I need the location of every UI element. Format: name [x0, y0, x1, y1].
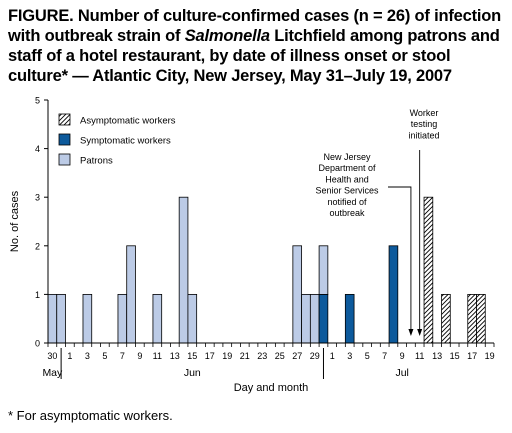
x-tick-label: 5 — [365, 351, 370, 361]
annotation-nj-department: New Jersey Department of Health and Senior … — [315, 152, 379, 218]
month-label: Jun — [184, 367, 201, 379]
y-tick-label: 5 — [35, 96, 40, 106]
title-italic-text: Salmonella — [184, 27, 270, 45]
bar-patrons — [126, 245, 136, 344]
annotation-nj-department-line: Senior Services — [315, 186, 379, 196]
x-tick-label: 11 — [153, 351, 162, 361]
bar-patrons — [187, 293, 198, 344]
y-axis-label: No. of cases — [9, 190, 21, 252]
month-label: Jul — [395, 367, 408, 379]
annotation-nj-department-line: Department of — [318, 163, 376, 173]
x-tick-label: 15 — [187, 351, 197, 361]
chart-title: FIGURE. Number of culture-confirmed case… — [8, 6, 508, 86]
bar-patrons — [47, 293, 58, 344]
legend-label: Patrons — [80, 156, 113, 167]
annotation-nj-pointer — [388, 186, 412, 333]
x-tick-label: 1 — [67, 351, 72, 361]
x-tick-label: 5 — [102, 351, 107, 361]
x-axis-label: Day and month — [234, 382, 309, 394]
annotation-worker-testing: Worker testing initiated — [408, 108, 439, 140]
x-tick-label: 23 — [257, 351, 267, 361]
y-tick-label: 4 — [35, 144, 40, 154]
bar-patrons — [178, 196, 189, 344]
bar-asymptomatic-workers — [423, 196, 434, 344]
y-tick-label: 0 — [35, 339, 40, 349]
x-tick-label: 3 — [347, 351, 352, 361]
bar-patrons — [309, 293, 320, 344]
bar-symptomatic-workers — [388, 245, 399, 344]
bar-symptomatic-workers — [318, 293, 329, 344]
title-text: FIGURE. Number of culture-confirmed case… — [8, 7, 502, 45]
x-tick-label: 11 — [415, 351, 424, 361]
x-tick-label: 9 — [400, 351, 405, 361]
bar-patrons — [301, 293, 311, 344]
x-tick-label: 9 — [137, 351, 142, 361]
y-tick-label: 2 — [35, 241, 40, 251]
annotation-nj-arrowhead — [408, 329, 414, 336]
bar-asymptomatic-workers — [441, 293, 451, 344]
bar-patrons — [292, 245, 303, 344]
y-tick-label: 3 — [35, 193, 40, 203]
annotation-nj-department-line: New Jersey — [323, 152, 371, 162]
bar-asymptomatic-workers — [476, 293, 486, 344]
x-tick-label: 25 — [275, 351, 285, 361]
x-tick-label: 13 — [432, 351, 442, 361]
x-tick-label: 7 — [120, 351, 125, 361]
annotation-nj-department-line: outbreak — [329, 208, 365, 218]
x-tick-label: 29 — [310, 351, 320, 361]
bar-patrons — [318, 245, 329, 295]
footnote: * For asymptomatic workers. — [8, 408, 173, 423]
x-tick-label: 19 — [222, 351, 232, 361]
title-text: Litchfield among patrons and staff of a … — [8, 27, 500, 85]
annotation-worker-testing-line: testing — [411, 119, 438, 129]
x-tick-label: 13 — [170, 351, 180, 361]
legend-label: Asymptomatic workers — [80, 116, 176, 127]
legend-swatch — [58, 153, 71, 166]
x-tick-label: 1 — [330, 351, 335, 361]
x-tick-label: 15 — [450, 351, 460, 361]
annotation-nj-department-line: notified of — [327, 197, 367, 207]
x-tick-label: 17 — [467, 351, 477, 361]
legend-label: Symptomatic workers — [80, 136, 171, 147]
bar-patrons — [82, 293, 93, 344]
x-tick-label: 19 — [485, 351, 495, 361]
x-tick-label: 3 — [85, 351, 90, 361]
annotation-worker-testing-line: Worker — [410, 108, 439, 118]
bar-patrons — [56, 293, 66, 344]
bar-symptomatic-workers — [344, 293, 355, 344]
bar-patrons — [152, 293, 163, 344]
x-tick-label: 27 — [292, 351, 302, 361]
x-tick-label: 7 — [382, 351, 387, 361]
bar-asymptomatic-workers — [467, 293, 477, 344]
x-tick-label: 30 — [47, 351, 57, 361]
bar-patrons — [117, 293, 128, 344]
x-tick-label: 21 — [240, 351, 250, 361]
x-tick-label: 17 — [205, 351, 215, 361]
legend-swatch — [58, 133, 71, 146]
annotation-nj-department-line: Health and — [325, 174, 369, 184]
annotation-worker-testing-line: initiated — [408, 130, 439, 140]
month-label: May — [42, 367, 63, 379]
legend-swatch — [58, 113, 71, 126]
y-tick-label: 1 — [35, 290, 40, 300]
annotation-worker-arrowhead — [417, 329, 423, 336]
